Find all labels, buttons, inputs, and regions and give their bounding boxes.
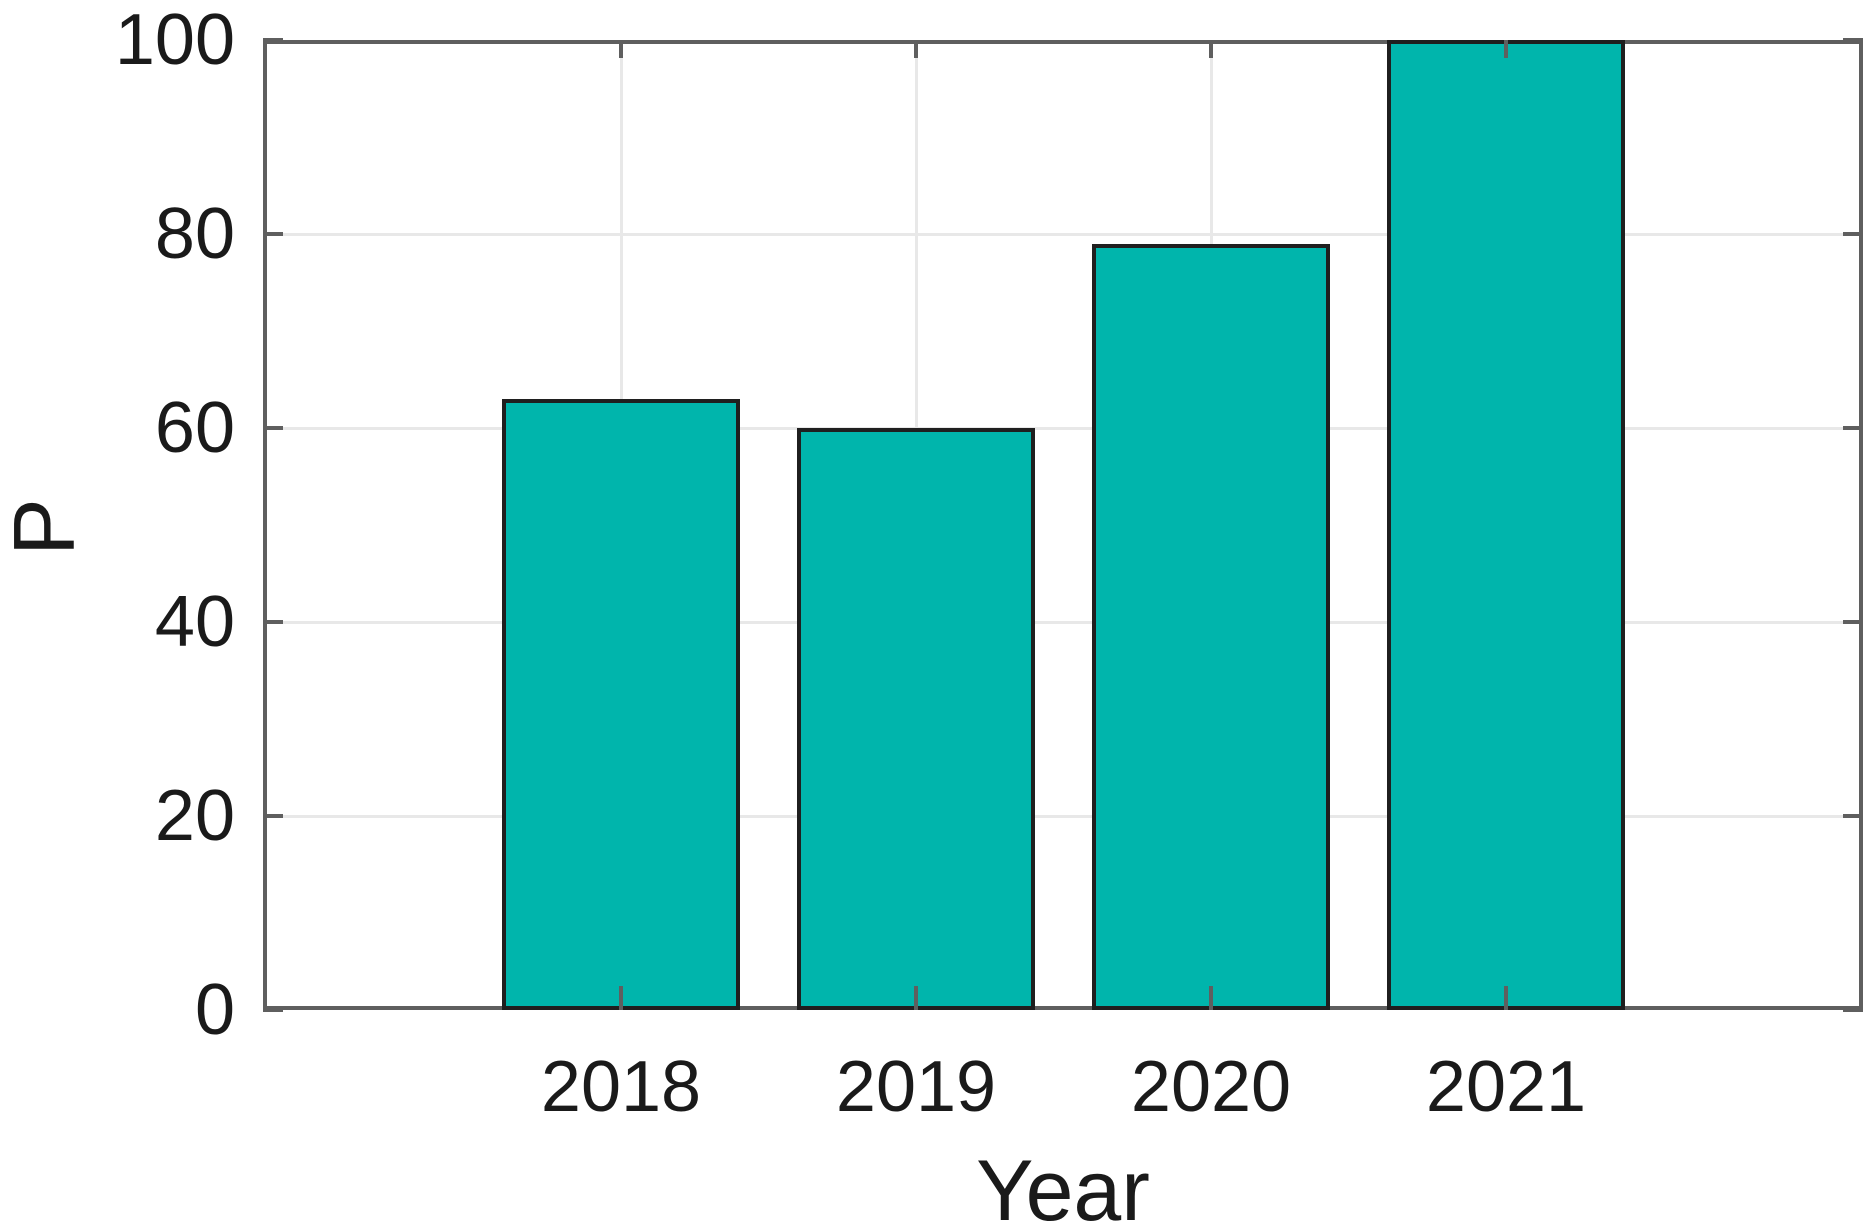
y-tick-label: 0 bbox=[194, 970, 235, 1050]
y-gridline bbox=[263, 620, 1863, 624]
y-tick-label: 20 bbox=[154, 776, 235, 856]
y-tick-right bbox=[1843, 620, 1863, 624]
y-tick-right bbox=[1843, 38, 1863, 43]
bar-2021 bbox=[1387, 40, 1625, 1010]
y-axis-label: P bbox=[0, 498, 93, 556]
y-tick-left bbox=[263, 38, 283, 43]
y-tick-label: 80 bbox=[154, 194, 235, 274]
x-axis-label: Year bbox=[976, 1143, 1150, 1227]
y-gridline bbox=[263, 814, 1863, 818]
y-tick-label: 100 bbox=[114, 0, 235, 80]
x-tick-top bbox=[1504, 40, 1508, 58]
x-tick-top bbox=[619, 40, 623, 58]
y-tick-left bbox=[263, 1008, 283, 1012]
x-tick-label: 2018 bbox=[540, 1047, 702, 1127]
x-tick-label: 2020 bbox=[1130, 1047, 1292, 1127]
y-tick-left bbox=[263, 814, 283, 818]
y-tick-right bbox=[1843, 426, 1863, 430]
bar-2018 bbox=[502, 398, 740, 1010]
y-gridline bbox=[263, 232, 1863, 236]
y-tick-label: 60 bbox=[154, 388, 235, 468]
y-gridline bbox=[263, 426, 1863, 430]
bar-2019 bbox=[797, 428, 1035, 1010]
y-tick-left bbox=[263, 232, 283, 236]
x-tick-bottom bbox=[619, 986, 623, 1010]
plot-area bbox=[263, 38, 1863, 1012]
y-tick-label: 40 bbox=[154, 582, 235, 662]
x-tick-top bbox=[914, 40, 918, 58]
x-tick-bottom bbox=[914, 986, 918, 1010]
x-tick-top bbox=[1209, 40, 1213, 58]
y-tick-left bbox=[263, 620, 283, 624]
y-tick-right bbox=[1843, 232, 1863, 236]
x-tick-bottom bbox=[1504, 986, 1508, 1010]
x-tick-label: 2019 bbox=[835, 1047, 997, 1127]
x-tick-bottom bbox=[1209, 986, 1213, 1010]
y-tick-left bbox=[263, 426, 283, 430]
plot-box-border bbox=[263, 40, 1863, 1010]
y-tick-right bbox=[1843, 1008, 1863, 1012]
bar-2020 bbox=[1092, 243, 1330, 1010]
x-tick-label: 2021 bbox=[1425, 1047, 1587, 1127]
y-tick-right bbox=[1843, 814, 1863, 818]
